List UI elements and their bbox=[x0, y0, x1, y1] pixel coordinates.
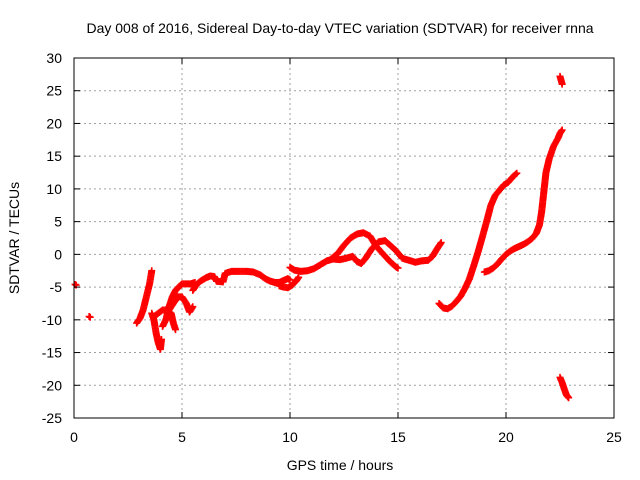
data-point-marker bbox=[558, 126, 566, 134]
y-tick-label: 30 bbox=[46, 50, 62, 66]
y-tick-label: -25 bbox=[42, 410, 62, 426]
y-tick-label: 10 bbox=[46, 181, 62, 197]
data-point-marker bbox=[437, 239, 445, 247]
y-tick-label: -15 bbox=[42, 345, 62, 361]
grid bbox=[74, 58, 614, 418]
y-tick-label: -5 bbox=[50, 279, 63, 295]
data-points bbox=[71, 72, 573, 402]
data-point-marker bbox=[295, 273, 303, 281]
x-tick-label: 25 bbox=[606, 429, 622, 445]
data-point-marker bbox=[189, 303, 197, 311]
x-tick-label: 5 bbox=[178, 429, 186, 445]
chart-title: Day 008 of 2016, Sidereal Day-to-day VTE… bbox=[86, 20, 593, 36]
data-point-marker bbox=[513, 169, 521, 177]
data-point-marker bbox=[86, 313, 94, 321]
y-tick-label: -10 bbox=[42, 312, 62, 328]
data-point-marker bbox=[157, 335, 165, 343]
y-tick-label: 15 bbox=[46, 148, 62, 164]
y-tick-label: -20 bbox=[42, 377, 62, 393]
y-tick-label: 5 bbox=[54, 214, 62, 230]
x-tick-label: 10 bbox=[282, 429, 298, 445]
data-point-marker bbox=[286, 276, 294, 284]
y-axis-label: SDTVAR / TECUs bbox=[6, 182, 22, 294]
data-point-marker bbox=[148, 267, 156, 275]
data-point-marker bbox=[558, 80, 566, 88]
x-tick-label: 15 bbox=[390, 429, 406, 445]
plot-frame bbox=[73, 57, 615, 419]
axis-ticks: 0 5 10 15 20 25 -25 -20 -15 -10 -5 0 5 10 15 20 25 30 bbox=[42, 50, 622, 445]
x-tick-label: 20 bbox=[498, 429, 514, 445]
y-tick-label: 25 bbox=[46, 83, 62, 99]
x-tick-label: 0 bbox=[70, 429, 78, 445]
data-point-marker bbox=[565, 394, 573, 402]
y-tick-label: 0 bbox=[54, 246, 62, 262]
data-point-marker bbox=[172, 326, 180, 334]
x-axis-label: GPS time / hours bbox=[287, 457, 394, 473]
data-point-marker bbox=[394, 264, 402, 272]
y-tick-label: 20 bbox=[46, 115, 62, 131]
data-point-marker bbox=[512, 170, 520, 178]
